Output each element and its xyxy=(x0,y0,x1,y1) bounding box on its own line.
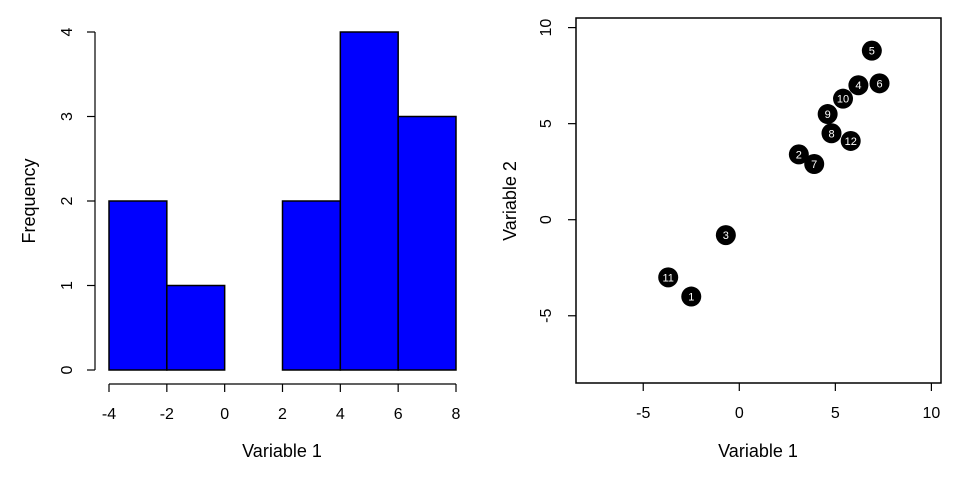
y-tick-label: 1 xyxy=(59,281,76,290)
scatter-point-label: 6 xyxy=(876,78,882,90)
plot-frame xyxy=(575,17,942,384)
y-axis-title: Variable 2 xyxy=(500,161,520,241)
x-tick-label: -5 xyxy=(636,405,650,422)
y-tick-label: 0 xyxy=(538,215,555,224)
scatter-point xyxy=(833,88,854,109)
scatter-point-label: 5 xyxy=(869,46,875,58)
y-tick-label: 10 xyxy=(538,19,555,37)
histogram-bar xyxy=(339,31,399,371)
scatter-point xyxy=(715,225,736,246)
y-tick-label: -5 xyxy=(538,309,555,323)
scatter-point xyxy=(788,144,809,165)
scatter-point-label: 10 xyxy=(837,94,849,106)
scatter-point-label: 4 xyxy=(855,80,861,92)
scatter-point xyxy=(848,75,869,96)
histogram-bar xyxy=(281,200,342,371)
x-tick-label: 0 xyxy=(735,405,744,422)
scatter-point-label: 8 xyxy=(828,128,834,140)
histogram-panel: -4 -2 0 2 4 6 8 0 1 2 3 4 Variable 1 Frequency xyxy=(19,27,461,461)
y-tick-label: 4 xyxy=(59,27,76,36)
scatter-point-label: 7 xyxy=(811,159,817,171)
x-axis-title: Variable 1 xyxy=(718,441,798,461)
scatter-point xyxy=(821,123,842,144)
histogram-bar xyxy=(166,284,226,371)
x-tick-label: -2 xyxy=(160,406,174,423)
y-axis-title: Frequency xyxy=(19,158,39,243)
x-tick-label: 10 xyxy=(922,405,940,422)
scatter-point xyxy=(658,267,679,288)
x-tick-label: 5 xyxy=(831,405,840,422)
x-tick-label: 8 xyxy=(452,406,461,423)
y-tick-label: 2 xyxy=(59,196,76,205)
scatter-point xyxy=(869,73,890,94)
scatter-point-label: 11 xyxy=(662,272,673,284)
scatter-point xyxy=(681,286,702,307)
scatter-point xyxy=(861,40,882,61)
histogram-bar xyxy=(397,115,457,371)
scatter-point xyxy=(817,104,838,125)
scatter-point xyxy=(840,130,861,151)
x-tick-label: 6 xyxy=(394,406,403,423)
y-tick-label: 5 xyxy=(538,119,555,128)
scatter-point-label: 9 xyxy=(825,109,831,121)
y-tick-label: 0 xyxy=(59,365,76,374)
x-tick-label: 0 xyxy=(220,406,229,423)
x-axis-title: Variable 1 xyxy=(242,441,322,461)
y-tick-label: 3 xyxy=(59,112,76,121)
scatter-point xyxy=(804,154,825,174)
scatter-point-label: 1 xyxy=(688,292,694,304)
scatter-point-label: 3 xyxy=(723,230,729,242)
x-tick-label: 2 xyxy=(278,406,287,423)
scatter-point-label: 12 xyxy=(845,136,857,148)
x-tick-label: -4 xyxy=(102,406,116,423)
histogram-bar xyxy=(108,200,168,371)
x-tick-label: 4 xyxy=(336,406,345,423)
scatter-point-label: 2 xyxy=(796,149,802,161)
